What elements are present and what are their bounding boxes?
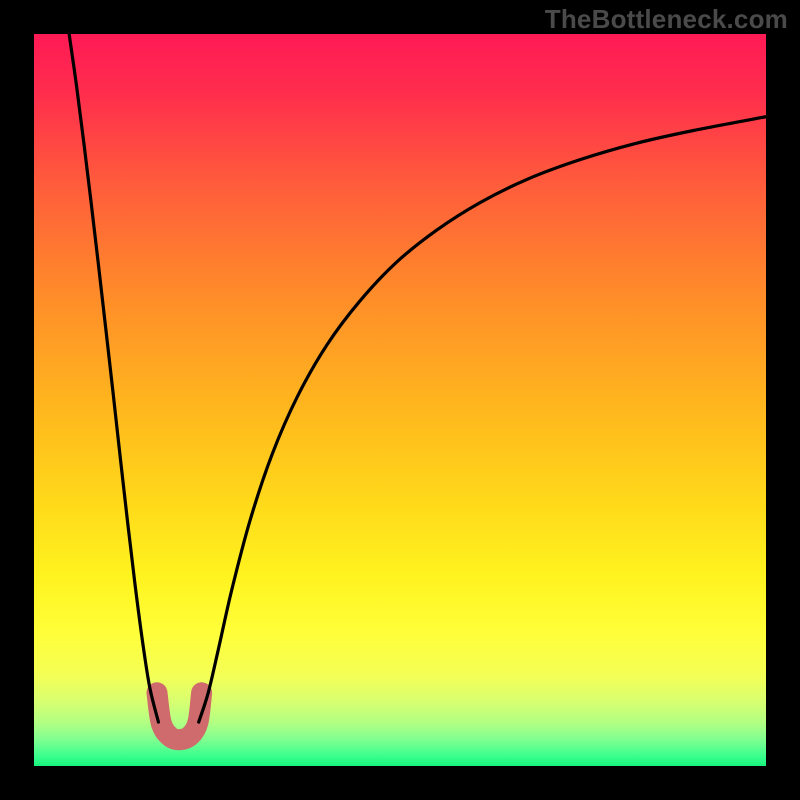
frame-border xyxy=(0,0,34,800)
frame-border xyxy=(766,0,800,800)
bottleneck-chart xyxy=(0,0,800,800)
watermark-text: TheBottleneck.com xyxy=(545,4,788,35)
frame-border xyxy=(0,766,800,800)
